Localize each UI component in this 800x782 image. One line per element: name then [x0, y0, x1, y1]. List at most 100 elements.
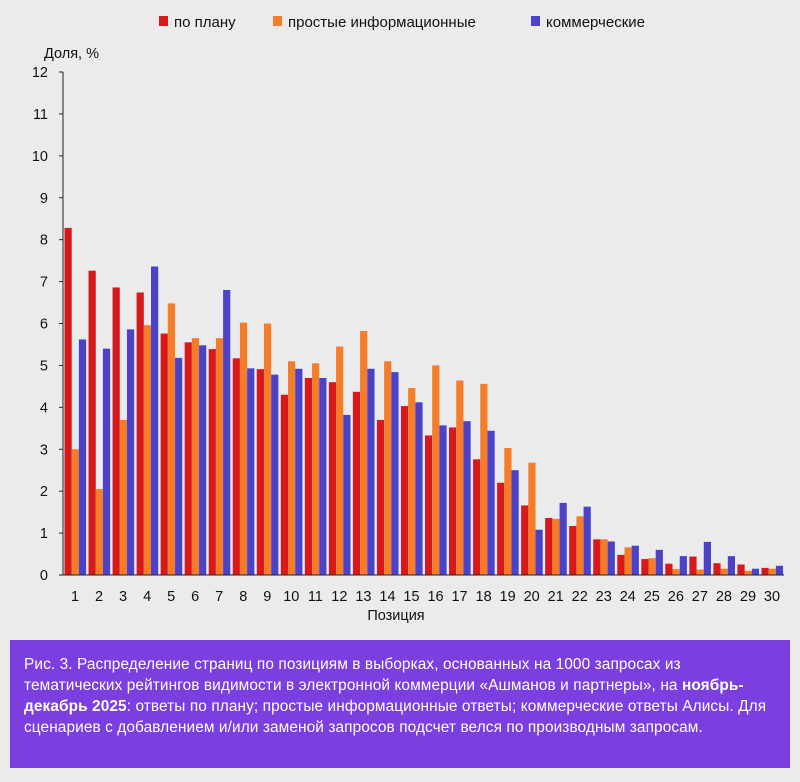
bar-series-1-pos-23 — [593, 539, 601, 575]
x-tick-label: 30 — [764, 589, 780, 605]
bar-series-3-pos-21 — [559, 502, 567, 575]
x-tick-label: 13 — [355, 589, 371, 605]
bar-series-1-pos-1 — [64, 227, 72, 575]
y-tick-label: 11 — [33, 107, 48, 123]
bar-series-3-pos-17 — [463, 421, 471, 575]
bar-series-2-pos-25 — [648, 558, 656, 575]
bar-series-2-pos-5 — [167, 303, 176, 575]
x-tick-label: 26 — [668, 589, 684, 605]
y-tick-label: 7 — [40, 275, 48, 291]
bar-series-1-pos-25 — [641, 559, 649, 575]
bar-series-2-pos-15 — [408, 388, 416, 575]
x-tick-label: 14 — [379, 589, 395, 605]
x-tick-label: 10 — [283, 589, 299, 605]
bar-series-3-pos-14 — [391, 372, 399, 575]
bar-series-1-pos-16 — [425, 435, 433, 575]
bar-series-2-pos-12 — [336, 346, 344, 575]
y-axis-label: Доля, % — [44, 46, 99, 62]
bar-series-1-pos-5 — [160, 333, 168, 575]
legend-swatch — [273, 16, 282, 26]
legend-label: по плану — [174, 14, 236, 31]
bar-series-2-pos-6 — [191, 338, 200, 575]
legend-label: коммерческие — [546, 14, 645, 31]
x-tick-label: 3 — [119, 589, 127, 605]
x-tick-label: 2 — [95, 589, 103, 605]
bar-series-2-pos-19 — [504, 447, 512, 575]
x-tick-label: 11 — [308, 589, 323, 605]
legend-item-2: простые информационные — [273, 14, 476, 31]
bar-series-2-pos-26 — [672, 569, 680, 575]
bar-series-1-pos-29 — [737, 564, 745, 575]
bar-series-2-pos-8 — [239, 322, 248, 575]
x-tick-label: 28 — [716, 589, 732, 605]
bar-series-3-pos-7 — [223, 289, 231, 575]
bar-chart: по плану простые информационные коммерческ… — [32, 14, 784, 624]
x-tick-label: 7 — [215, 589, 223, 605]
bar-series-2-pos-24 — [624, 547, 632, 575]
x-tick-label: 24 — [620, 589, 636, 605]
bar-series-3-pos-29 — [751, 568, 760, 575]
bar-series-2-pos-22 — [576, 516, 584, 575]
x-tick-label: 25 — [644, 589, 660, 605]
bar-series-2-pos-7 — [215, 338, 224, 575]
bar-series-3-pos-24 — [631, 545, 639, 575]
x-tick-label: 19 — [500, 589, 516, 605]
bar-series-3-pos-3 — [126, 329, 135, 575]
bar-series-3-pos-27 — [703, 541, 711, 575]
bar-series-1-pos-14 — [376, 419, 385, 575]
bar-series-1-pos-27 — [689, 556, 697, 575]
x-tick-label: 22 — [572, 589, 588, 605]
bar-series-3-pos-4 — [151, 266, 159, 575]
bar-series-2-pos-16 — [432, 365, 440, 575]
bar-series-2-pos-1 — [71, 449, 79, 575]
bar-series-1-pos-19 — [497, 482, 505, 575]
bar-series-3-pos-28 — [727, 556, 735, 575]
bar-series-3-pos-8 — [247, 368, 255, 575]
bar-series-3-pos-19 — [511, 470, 519, 575]
bar-series-1-pos-26 — [665, 563, 673, 575]
x-tick-label: 15 — [403, 589, 419, 605]
x-tick-label: 5 — [167, 589, 175, 605]
bar-series-2-pos-9 — [263, 323, 272, 575]
legend-swatch — [159, 16, 168, 26]
figure-caption: Рис. 3. Распределение страниц по позиция… — [10, 640, 790, 768]
bar-series-1-pos-7 — [208, 349, 216, 575]
y-tick-label: 8 — [40, 233, 48, 249]
bar-series-1-pos-10 — [280, 394, 288, 575]
bar-series-1-pos-11 — [304, 377, 313, 575]
x-tick-label: 23 — [596, 589, 612, 605]
y-tick-label: 9 — [40, 191, 48, 207]
bar-series-1-pos-21 — [545, 517, 553, 575]
bar-series-1-pos-8 — [232, 358, 240, 575]
bar-series-3-pos-18 — [487, 430, 495, 575]
bar-series-2-pos-27 — [696, 569, 704, 575]
legend-item-3: коммерческие — [531, 14, 645, 31]
bar-series-1-pos-17 — [449, 427, 457, 575]
bar-series-3-pos-13 — [367, 368, 375, 575]
y-tick-label: 1 — [40, 526, 48, 542]
x-tick-label: 8 — [239, 589, 247, 605]
x-tick-label: 12 — [331, 589, 347, 605]
x-tick-label: 20 — [524, 589, 540, 605]
y-tick-label: 5 — [40, 358, 48, 374]
bar-series-2-pos-3 — [119, 419, 127, 575]
x-tick-label: 6 — [191, 589, 199, 605]
bar-series-3-pos-2 — [102, 348, 111, 575]
bar-series-3-pos-11 — [319, 377, 327, 575]
bar-series-2-pos-28 — [720, 568, 728, 575]
bar-series-1-pos-15 — [400, 406, 409, 575]
caption-label: Рис. 3. — [24, 656, 73, 673]
legend-swatch — [531, 16, 540, 26]
x-tick-label: 18 — [476, 589, 492, 605]
bar-series-1-pos-24 — [617, 554, 625, 575]
bar-series-3-pos-1 — [78, 339, 87, 575]
bar-series-2-pos-30 — [768, 568, 776, 575]
bar-series-3-pos-22 — [583, 506, 591, 575]
bar-series-1-pos-30 — [761, 567, 769, 575]
bar-series-3-pos-10 — [295, 368, 303, 575]
bar-series-3-pos-20 — [535, 529, 543, 575]
y-tick-label: 2 — [40, 484, 48, 500]
bar-series-1-pos-28 — [713, 563, 721, 575]
caption-highlight: ноябрь-декабрь 2025 — [24, 677, 744, 715]
